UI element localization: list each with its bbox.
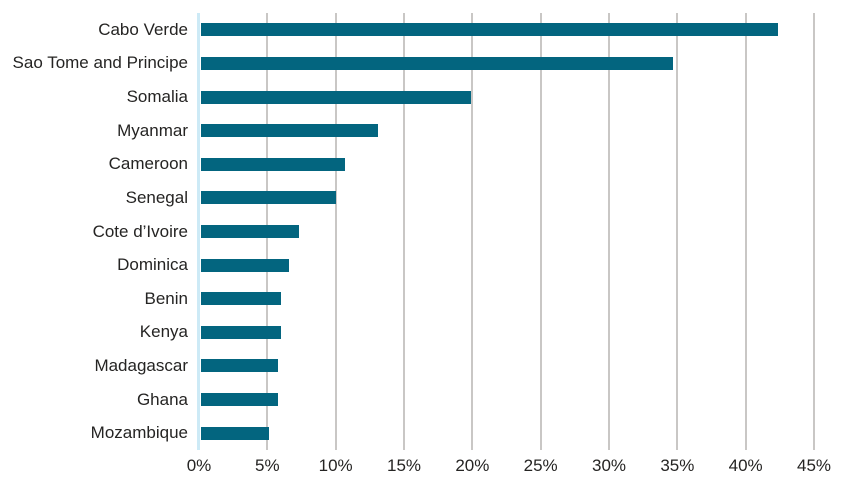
category-label: Madagascar xyxy=(94,355,188,375)
bar[interactable] xyxy=(201,426,269,440)
category-label: Senegal xyxy=(125,187,188,207)
bar[interactable] xyxy=(201,124,379,138)
bar[interactable] xyxy=(201,292,281,306)
category-label: Myanmar xyxy=(117,120,188,140)
gridline xyxy=(744,13,747,450)
bar[interactable] xyxy=(201,325,281,339)
x-axis-tick-label: 30% xyxy=(591,456,627,475)
bar[interactable] xyxy=(201,258,290,272)
gridline xyxy=(471,13,474,450)
x-axis-tick-label: 0% xyxy=(186,456,212,475)
gridline xyxy=(334,13,337,450)
zero-axis-line xyxy=(197,13,200,450)
category-label: Dominica xyxy=(117,255,188,275)
gridline xyxy=(403,13,405,450)
category-label: Kenya xyxy=(139,322,188,342)
bar[interactable] xyxy=(201,157,346,171)
bar[interactable] xyxy=(201,225,299,238)
x-axis-tick-label: 20% xyxy=(455,456,490,475)
category-label: Cote d’Ivoire xyxy=(92,221,188,241)
gridline xyxy=(676,13,679,450)
bar[interactable] xyxy=(201,90,471,104)
gridline xyxy=(539,13,542,450)
x-axis-tick-label: 5% xyxy=(255,456,280,475)
x-axis-tick-label: 10% xyxy=(318,456,353,475)
x-axis-tick-label: 25% xyxy=(523,456,558,475)
gridline xyxy=(608,13,610,450)
x-axis-tick-label: 35% xyxy=(660,456,695,475)
bar[interactable] xyxy=(201,191,336,205)
bar[interactable] xyxy=(201,23,779,37)
category-label: Ghana xyxy=(136,389,188,409)
x-axis-tick-label: 15% xyxy=(386,456,422,475)
x-axis-tick-label: 45% xyxy=(796,456,832,475)
category-label: Benin xyxy=(144,288,188,308)
bar[interactable] xyxy=(201,393,279,407)
category-label: Mozambique xyxy=(90,423,188,443)
category-label: Cabo Verde xyxy=(98,19,188,39)
bar[interactable] xyxy=(201,56,674,70)
category-label: Somalia xyxy=(126,87,188,107)
category-label: Sao Tome and Principe xyxy=(12,53,188,73)
gridline xyxy=(813,13,815,450)
x-axis-tick-label: 40% xyxy=(728,456,763,475)
category-label: Cameroon xyxy=(108,154,188,174)
bar[interactable] xyxy=(201,359,279,373)
